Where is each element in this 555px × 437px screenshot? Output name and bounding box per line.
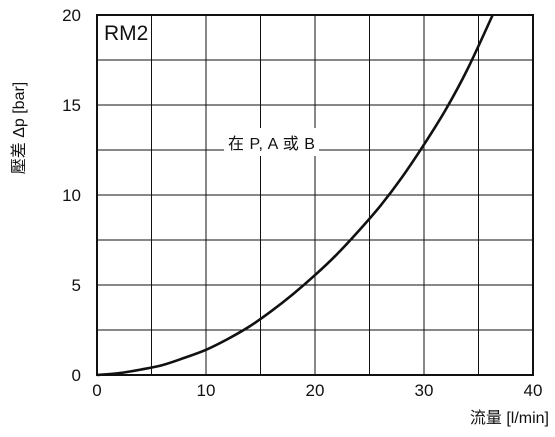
y-tick-labels: 0 5 10 15 20 <box>62 6 81 385</box>
y-tick-label: 20 <box>62 6 81 25</box>
y-tick-label: 0 <box>72 366 81 385</box>
y-axis-label-box: 壓差 Δp [bar] <box>4 18 30 238</box>
y-tick-label: 5 <box>72 276 81 295</box>
x-tick-labels: 0 10 20 30 40 <box>92 381 542 400</box>
chart-annotation: 在 P, A 或 B <box>224 128 320 156</box>
x-tick-label: 10 <box>197 381 216 400</box>
x-tick-label: 40 <box>524 381 543 400</box>
x-axis-label: 流量 [l/min] <box>469 410 549 427</box>
y-axis-label: 壓差 Δp [bar] <box>11 81 28 175</box>
x-tick-label: 0 <box>92 381 101 400</box>
chart-tag: RM2 <box>102 22 151 46</box>
x-tick-label: 30 <box>415 381 434 400</box>
grid-lines <box>97 15 533 375</box>
y-tick-label: 10 <box>62 186 81 205</box>
plot-frame <box>96 14 534 376</box>
series-line <box>96 14 494 377</box>
x-tick-label: 20 <box>306 381 325 400</box>
y-tick-label: 15 <box>62 96 81 115</box>
